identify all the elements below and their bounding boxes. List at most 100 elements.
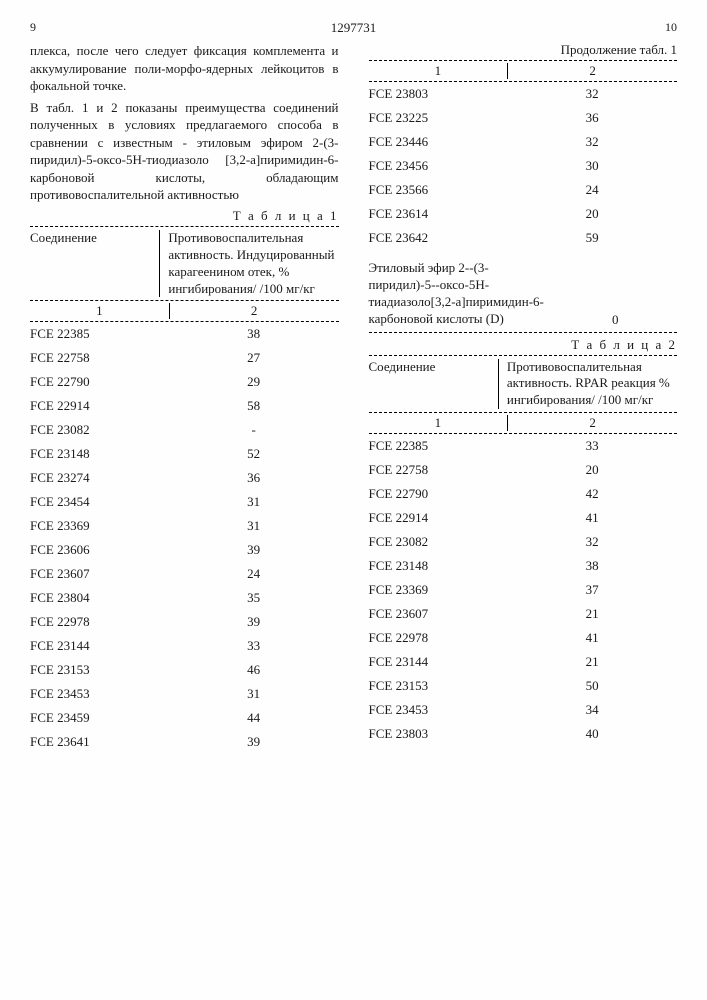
left-page-number: 9 [30,20,36,35]
table1-header: Соединение Противовоспалительная активно… [30,226,339,302]
table-row: FCE 2279042 [369,482,678,506]
compound-cell: FCE 23082 [369,534,508,550]
value-cell: 36 [169,470,339,486]
table-row: FCE 2336931 [30,514,339,538]
table-row: FCE 2315350 [369,674,678,698]
table-row: FCE 2238538 [30,322,339,346]
table2-title: Т а б л и ц а 2 [369,337,678,353]
left-column: плекса, после чего следует фиксация комп… [30,42,339,754]
table-row: FCE 2327436 [30,466,339,490]
compound-cell: FCE 22758 [30,350,169,366]
table2-header-col2: Противовоспалительная активность. RPAR р… [499,359,677,410]
table-row: FCE 2314433 [30,634,339,658]
value-cell: 40 [507,726,677,742]
compound-cell: FCE 23153 [30,662,169,678]
right-page-number: 10 [665,20,677,35]
subheader-col2: 2 [508,415,677,431]
table-row: FCE 2380332 [369,82,678,106]
compound-cell: FCE 22978 [30,614,169,630]
value-cell: 24 [507,182,677,198]
compound-cell: FCE 23082 [30,422,169,438]
value-cell: 32 [507,86,677,102]
subheader-col1: 1 [369,63,509,79]
table-row: FCE 2291441 [369,506,678,530]
table1-cont-body: FCE 2380332FCE 2322536FCE 2344632FCE 234… [369,82,678,250]
table-row: FCE 2361420 [369,202,678,226]
compound-cell: FCE 23607 [30,566,169,582]
table-row: FCE 2314421 [369,650,678,674]
table-row: FCE 2336937 [369,578,678,602]
value-cell: 58 [169,398,339,414]
value-cell: 20 [507,462,677,478]
value-cell: 39 [169,542,339,558]
table-row: FCE 2344632 [369,130,678,154]
table-row: FCE 2364259 [369,226,678,250]
table-row: FCE 2275827 [30,346,339,370]
table1-cont-subheader: 1 2 [369,61,678,82]
compound-cell: FCE 23606 [30,542,169,558]
table-row: FCE 2380340 [369,722,678,746]
table-row: FCE 2314838 [369,554,678,578]
table-row: FCE 2380435 [30,586,339,610]
compound-cell: FCE 23225 [369,110,508,126]
value-cell: 42 [507,486,677,502]
table-row: FCE 2360721 [369,602,678,626]
value-cell: 31 [169,686,339,702]
table-row: FCE 2308232 [369,530,678,554]
value-cell: 27 [169,350,339,366]
value-cell: 35 [169,590,339,606]
table1-continuation-label: Продолжение табл. 1 [369,42,678,58]
table-row: FCE 2297841 [369,626,678,650]
table-row: FCE 2356624 [369,178,678,202]
compound-cell: FCE 23153 [369,678,508,694]
compound-cell: FCE 23148 [369,558,508,574]
value-cell: 52 [169,446,339,462]
compound-cell: FCE 22914 [30,398,169,414]
compound-cell: FCE 23369 [369,582,508,598]
value-cell: 33 [169,638,339,654]
table2-subheader: 1 2 [369,413,678,434]
paragraph-1: плекса, после чего следует фиксация комп… [30,42,339,95]
compound-cell: FCE 23453 [30,686,169,702]
table-row: FCE 2345944 [30,706,339,730]
compound-cell: FCE 23144 [369,654,508,670]
table-row: FCE 2291458 [30,394,339,418]
compound-cell: FCE 23642 [369,230,508,246]
value-cell: 24 [169,566,339,582]
reference-compound-row: Этиловый эфир 2--(3-пиридил)-5--оксо-5Н-… [369,250,678,332]
table-row: FCE 2279029 [30,370,339,394]
table1-title: Т а б л и ц а 1 [30,208,339,224]
table-row: FCE 2360724 [30,562,339,586]
value-cell: 33 [507,438,677,454]
reference-compound-name: Этиловый эфир 2--(3-пиридил)-5--оксо-5Н-… [369,260,554,328]
compound-cell: FCE 22758 [369,462,508,478]
value-cell: 31 [169,518,339,534]
table-row: FCE 2297839 [30,610,339,634]
subheader-col1: 1 [369,415,509,431]
value-cell: 36 [507,110,677,126]
value-cell: 34 [507,702,677,718]
compound-cell: FCE 23453 [369,702,508,718]
compound-cell: FCE 23607 [369,606,508,622]
value-cell: 39 [169,734,339,750]
subheader-col2: 2 [170,303,339,319]
compound-cell: FCE 22385 [30,326,169,342]
compound-cell: FCE 22978 [369,630,508,646]
value-cell: 32 [507,134,677,150]
value-cell: 29 [169,374,339,390]
compound-cell: FCE 23446 [369,134,508,150]
compound-cell: FCE 23456 [369,158,508,174]
value-cell: 32 [507,534,677,550]
compound-cell: FCE 23803 [369,726,508,742]
table1-subheader: 1 2 [30,301,339,322]
table-row: FCE 2322536 [369,106,678,130]
value-cell: 44 [169,710,339,726]
table-row: FCE 2314852 [30,442,339,466]
compound-cell: FCE 22790 [30,374,169,390]
document-number: 1297731 [30,20,677,36]
compound-cell: FCE 23804 [30,590,169,606]
table-row: FCE 2345331 [30,682,339,706]
value-cell: 31 [169,494,339,510]
compound-cell: FCE 23803 [369,86,508,102]
subheader-col1: 1 [30,303,170,319]
